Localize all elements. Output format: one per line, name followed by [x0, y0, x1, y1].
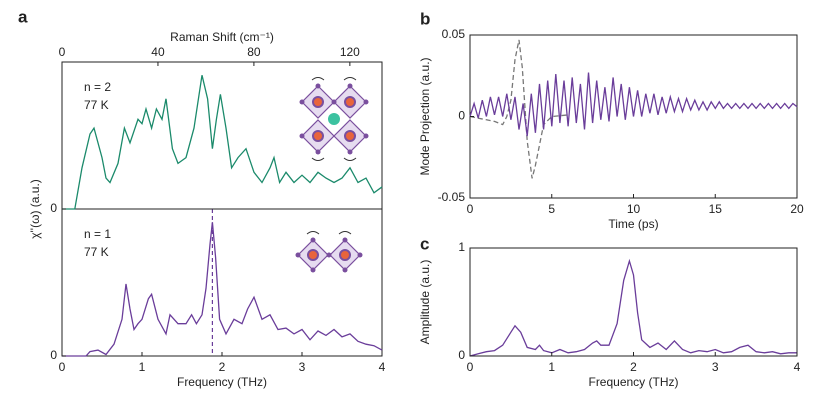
x-tick-label: 4: [794, 360, 801, 374]
annotation: 77 K: [84, 245, 109, 259]
y-tick-label: 0: [458, 348, 465, 362]
y-tick-label: 1: [458, 240, 465, 254]
data-line: [469, 39, 569, 179]
x-tick-label: 2: [630, 360, 637, 374]
x-tick-label: 10: [627, 202, 641, 216]
data-line: [62, 222, 383, 357]
x2-tick-label: 80: [247, 45, 261, 59]
x-tick-label: 0: [59, 360, 66, 374]
x2-tick-label: 120: [340, 45, 360, 59]
annotation: n = 2: [84, 80, 111, 94]
x-axis-label: Time (ps): [608, 217, 658, 231]
x-tick-label: 1: [139, 360, 146, 374]
y-axis-label: Mode Projection (a.u.): [418, 57, 432, 175]
x-tick-label: 5: [548, 202, 555, 216]
x-axis-label: Frequency (THz): [588, 375, 678, 389]
y-tick-label: 0: [50, 201, 57, 215]
annotation: 77 K: [84, 98, 109, 112]
x-tick-label: 3: [299, 360, 306, 374]
panel-letter: b: [420, 9, 430, 28]
y-axis-label: Amplitude (a.u.): [418, 260, 432, 345]
data-line: [469, 72, 798, 137]
inset-n1-structure: [295, 231, 363, 273]
x-tick-label: 4: [379, 360, 386, 374]
x2-tick-label: 40: [151, 45, 165, 59]
x-axis-label: Frequency (THz): [177, 375, 267, 389]
data-line: [62, 75, 383, 210]
x2-tick-label: 0: [59, 45, 66, 59]
panel-letter: c: [420, 234, 429, 253]
y-tick-label: 0: [458, 109, 465, 123]
x2-axis-label: Raman Shift (cm⁻¹): [170, 30, 274, 44]
x-tick-label: 0: [467, 360, 474, 374]
y-tick-label: 0.05: [442, 27, 466, 41]
plot-frame: [469, 247, 798, 357]
y-tick-label: 0: [50, 348, 57, 362]
y-axis-label: χ''(ω) (a.u.): [28, 179, 42, 239]
x-tick-label: 0: [467, 202, 474, 216]
x-tick-label: 15: [709, 202, 723, 216]
panel-letter: a: [18, 7, 28, 26]
x-tick-label: 1: [548, 360, 555, 374]
annotation: n = 1: [84, 227, 111, 241]
x-tick-label: 2: [219, 360, 226, 374]
inset-n2-structure: [299, 77, 369, 161]
x-tick-label: 20: [790, 202, 804, 216]
data-line: [469, 258, 797, 357]
y-tick-label: -0.05: [438, 190, 466, 204]
x-tick-label: 3: [712, 360, 719, 374]
